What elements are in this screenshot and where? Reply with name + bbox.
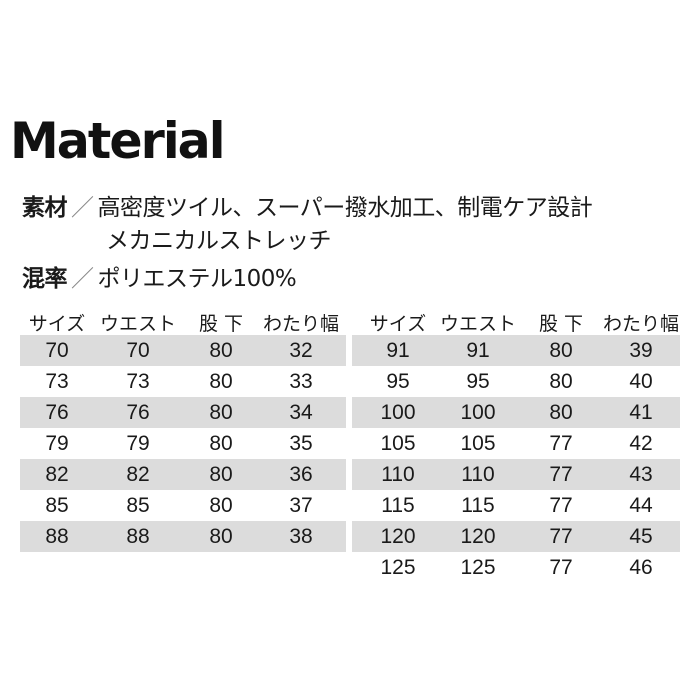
table-cell: 77	[549, 525, 573, 548]
table-cell: 82	[45, 463, 69, 486]
table-cell: 80	[209, 494, 233, 517]
table-cell: 100	[380, 401, 416, 424]
table-cell: 80	[549, 370, 573, 393]
blend-line: 混率／ポリエステル100%	[22, 259, 297, 293]
table-row: 76 76 80 34	[20, 397, 346, 428]
table-cell: 42	[629, 432, 653, 455]
table-cell: 91	[386, 339, 410, 362]
table-header: サイズ ウエスト股 下わたり幅	[20, 307, 346, 335]
table-row: 100 100 80 41	[352, 397, 680, 428]
table-cell: 88	[126, 525, 150, 548]
table-cell: 120	[380, 525, 416, 548]
table-cell: 77	[549, 432, 573, 455]
table-cell: 77	[549, 494, 573, 517]
table-row: 70 70 80 32	[20, 335, 346, 366]
blend-value: ポリエステル100%	[97, 266, 297, 292]
table-cell: 110	[461, 463, 495, 486]
table-cell: 44	[629, 494, 653, 517]
table-cell: 80	[209, 463, 233, 486]
table-cell: 125	[460, 556, 496, 579]
table-cell: 70	[126, 339, 150, 362]
table-cell: 46	[629, 556, 653, 579]
table-cell: 110	[381, 463, 415, 486]
table-cell: 77	[549, 556, 573, 579]
table-cell: 80	[549, 401, 573, 424]
table-cell: 82	[126, 463, 150, 486]
table-cell: 88	[45, 525, 69, 548]
table-row: 88 88 80 38	[20, 521, 346, 552]
table-cell: 37	[289, 494, 313, 517]
table-cell: 85	[45, 494, 69, 517]
column-header: サイズ	[28, 313, 86, 335]
table-cell: 80	[209, 370, 233, 393]
table-header: サイズ ウエスト股 下わたり幅	[352, 307, 680, 335]
table-cell: 39	[629, 339, 653, 362]
table-cell: 80	[209, 339, 233, 362]
table-row: 110 110 77 43	[352, 459, 680, 490]
table-row: 95 95 80 40	[352, 366, 680, 397]
separator: ／	[71, 195, 94, 221]
table-cell: 115	[461, 494, 495, 517]
table-cell: 70	[45, 339, 69, 362]
table-cell: 79	[45, 432, 69, 455]
table-row: 125 125 77 46	[352, 552, 680, 583]
table-row: 82 82 80 36	[20, 459, 346, 490]
column-header: ウエスト	[99, 313, 177, 335]
table-row: 105 105 77 42	[352, 428, 680, 459]
blend-label: 混率	[22, 266, 68, 292]
material-value-line2: メカニカルストレッチ	[106, 228, 332, 254]
table-cell: 80	[209, 525, 233, 548]
table-cell: 85	[126, 494, 150, 517]
table-row: 120 120 77 45	[352, 521, 680, 552]
column-header: ウエスト	[439, 313, 517, 335]
table-cell: 95	[386, 370, 410, 393]
table-cell: 40	[629, 370, 653, 393]
table-cell: 115	[381, 494, 415, 517]
table-cell: 77	[549, 463, 573, 486]
table-cell: 105	[380, 432, 416, 455]
column-header: サイズ	[369, 313, 427, 335]
table-cell: 32	[289, 339, 313, 362]
table-cell: 41	[629, 401, 653, 424]
table-cell: 120	[460, 525, 496, 548]
table-cell: 105	[460, 432, 496, 455]
column-header: 股 下	[198, 313, 244, 335]
table-row: 79 79 80 35	[20, 428, 346, 459]
table-cell: 38	[289, 525, 313, 548]
table-row: 91 91 80 39	[352, 335, 680, 366]
table-cell: 35	[289, 432, 313, 455]
size-table-left: サイズ ウエスト股 下わたり幅 70 70 80 32 73 73 80 33 76 76 80 34 79…	[20, 307, 346, 552]
table-cell: 45	[629, 525, 653, 548]
table-cell: 80	[549, 339, 573, 362]
column-header: わたり幅	[602, 313, 680, 335]
table-cell: 43	[629, 463, 653, 486]
material-label: 素材	[22, 195, 68, 221]
table-cell: 125	[380, 556, 416, 579]
table-cell: 80	[209, 401, 233, 424]
table-cell: 73	[126, 370, 150, 393]
table-row: 115 115 77 44	[352, 490, 680, 521]
material-line: 素材／高密度ツイル、スーパー撥水加工、制電ケア設計	[22, 188, 593, 222]
table-cell: 34	[289, 401, 313, 424]
table-cell: 73	[45, 370, 69, 393]
separator: ／	[71, 266, 94, 292]
table-cell: 95	[466, 370, 490, 393]
column-header: 股 下	[538, 313, 584, 335]
table-cell: 33	[289, 370, 313, 393]
column-header: わたり幅	[262, 313, 340, 335]
material-value: 高密度ツイル、スーパー撥水加工、制電ケア設計	[97, 195, 593, 221]
table-row: 85 85 80 37	[20, 490, 346, 521]
page-title: Material	[10, 112, 226, 170]
table-cell: 36	[289, 463, 313, 486]
table-cell: 76	[126, 401, 150, 424]
table-cell: 80	[209, 432, 233, 455]
table-cell: 76	[45, 401, 69, 424]
table-row: 73 73 80 33	[20, 366, 346, 397]
table-cell: 100	[460, 401, 496, 424]
size-table-right: サイズ ウエスト股 下わたり幅 91 91 80 39 95 95 80 40 100 100 80 41…	[352, 307, 680, 583]
table-cell: 79	[126, 432, 150, 455]
table-cell: 91	[466, 339, 490, 362]
